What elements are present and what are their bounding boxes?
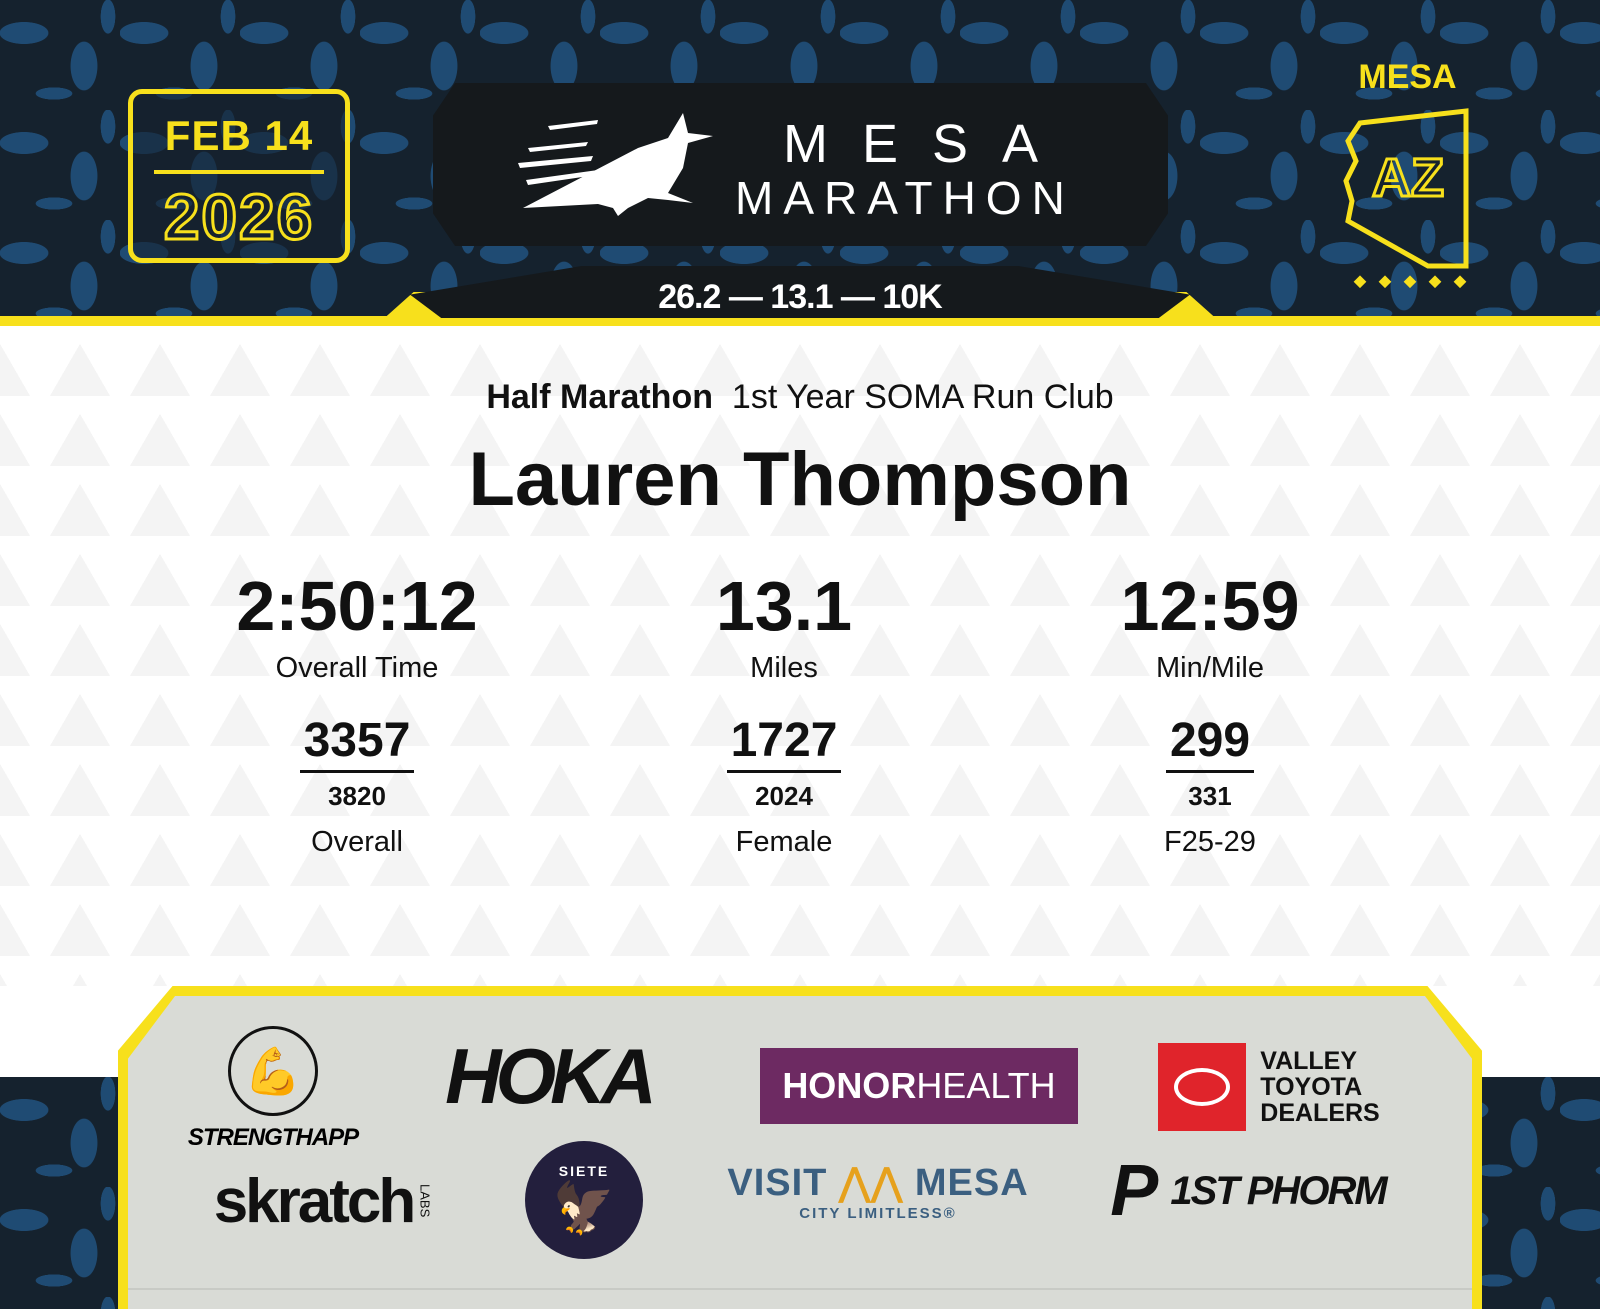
sponsor-panel: 💪 STRENGTHAPP HOKA HONOR HEALTH VALLEY TO… [128,996,1472,1309]
sponsor-honorhealth: HONOR HEALTH [760,1048,1078,1124]
race-year: 2026 [162,180,315,255]
sponsor-name: LABS [417,1184,433,1218]
age-group-place: 299 [1165,713,1255,773]
sponsor-name: HEALTH [916,1065,1056,1106]
toyota-logo-icon [1158,1043,1247,1131]
sponsor-name: VISIT [727,1162,828,1204]
sponsor-visit-mesa: VISIT ⋀⋀ MESA CITY LIMITLESS® [718,1156,1038,1226]
overall-place: 3357 [299,713,415,773]
sponsor-valley-toyota: VALLEY TOYOTA DEALERS [1154,1043,1384,1131]
race-date: FEB 14 [164,112,314,159]
city-label: MESA [1358,58,1457,96]
race-distances: 26.2 — 13.1 — 10K [410,266,1190,318]
sponsor-name: SIETE [558,1162,610,1179]
gender-place: 1727 [726,713,842,773]
divider [154,170,324,174]
header-banner: FEB 14 2026 MESA MARATHON MESA AZ [0,0,1600,318]
pace: 12:59 [1120,567,1300,645]
stat-label: Min/Mile [1156,652,1264,684]
sponsor-name: DEALERS [1260,1099,1380,1127]
sponsor-siete: SIETE 🦅 [525,1141,643,1259]
divider [128,1288,1472,1290]
mesa-az-badge: MESA AZ [1335,58,1480,301]
sponsor-name: HONOR [782,1065,917,1106]
sponsor-1st-phorm: P 1ST PHORM [1088,1151,1408,1231]
overall-total: 3820 [328,781,386,811]
stat-column-overall: 2:50:12 Overall Time 3357 3820 Overall [157,566,557,859]
race-subtitle: Half Marathon 1st Year SOMA Run Club [0,378,1600,417]
phorm-logo-icon: P [1110,1151,1159,1231]
logo-title-mesa: MESA [783,114,1073,174]
sponsor-hoka: HOKA [445,1031,657,1120]
race-date-badge: FEB 14 2026 [128,89,350,263]
logo-title-marathon: MARATHON [735,172,1075,224]
placement-label: F25-29 [1164,826,1256,858]
age-group-total: 331 [1188,781,1232,811]
sponsor-name: MESA [914,1162,1029,1204]
mesa-marathon-logo: MESA MARATHON [433,83,1168,246]
result-card: Half Marathon 1st Year SOMA Run Club Lau… [0,326,1600,986]
mesa-m-icon: ⋀⋀ [838,1162,904,1204]
flexed-arm-icon: 💪 [228,1026,318,1116]
sponsor-name: STRENGTHAPP [187,1124,359,1151]
runner-name: Lauren Thompson [468,437,1132,522]
stat-label: Overall Time [275,652,439,684]
overall-time: 2:50:12 [236,567,478,645]
eagle-icon: 🦅 [552,1179,616,1236]
sponsor-name: skratch [213,1166,417,1236]
sponsor-tagline: CITY LIMITLESS® [799,1205,957,1222]
team-name: 1st Year SOMA Run Club [731,378,1114,416]
sponsor-name: 1ST PHORM [1170,1168,1387,1213]
sponsor-skratch-labs: skratch LABS [193,1161,453,1241]
roadrunner-icon [518,113,713,216]
placement-label: Overall [311,826,403,858]
gender-total: 2024 [755,781,813,811]
sponsor-name: TOYOTA [1260,1073,1363,1101]
arizona-outline-icon: AZ [1342,108,1468,289]
distance-miles: 13.1 [715,567,853,645]
race-name: Half Marathon [486,378,713,416]
stat-column-gender: 13.1 Miles 1727 2024 Female [584,566,984,859]
stat-column-age-group: 12:59 Min/Mile 299 331 F25-29 [1010,566,1410,859]
accent-band [0,316,1600,326]
stat-label: Miles [750,652,818,684]
sponsor-name: VALLEY [1260,1047,1358,1075]
state-label: AZ [1372,148,1444,208]
sponsor-strengthapp: 💪 STRENGTHAPP [173,1024,373,1154]
placement-label: Female [735,826,833,858]
